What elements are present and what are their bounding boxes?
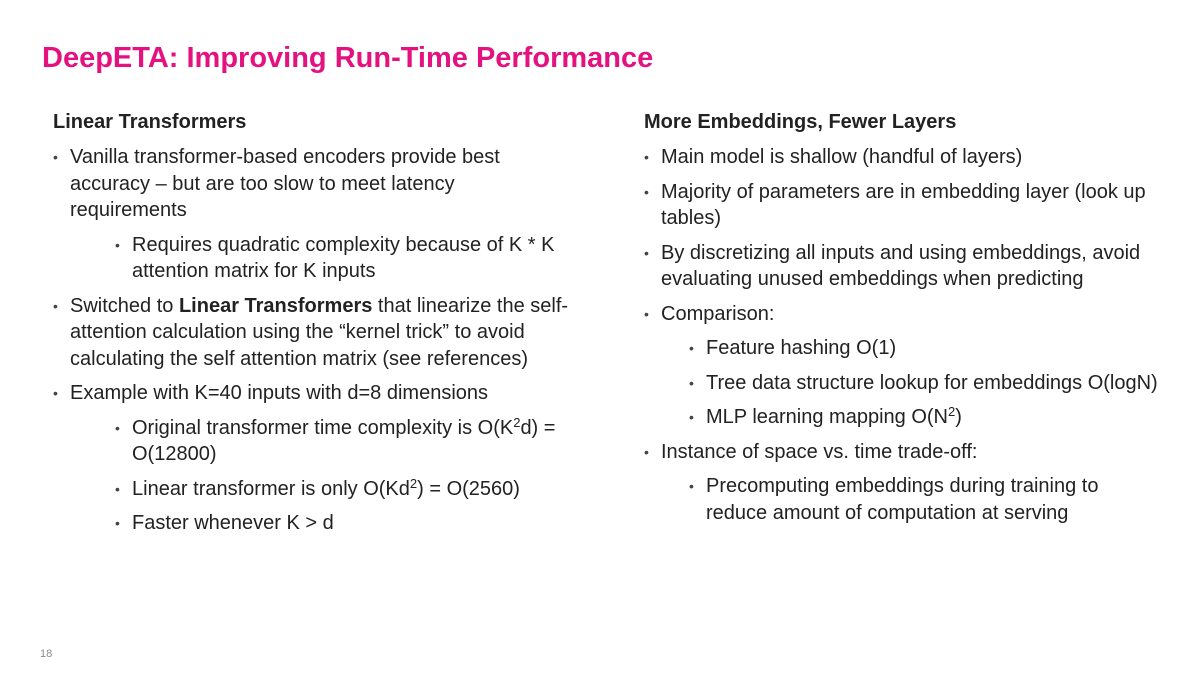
list-item: • Linear transformer is only O(Kd2) = O(…	[115, 476, 573, 503]
bullet-icon: •	[53, 149, 58, 165]
superscript: 2	[513, 414, 521, 430]
list-item: • Comparison:	[644, 301, 1164, 328]
list-item: • Vanilla transformer-based encoders pro…	[53, 144, 573, 224]
bullet-icon: •	[115, 515, 120, 531]
list-item: • Faster whenever K > d	[115, 510, 573, 537]
bullet-icon: •	[689, 374, 694, 391]
page-number: 18	[40, 648, 53, 660]
bullet-text-pre: Original transformer time complexity is …	[132, 416, 514, 439]
bullet-icon: •	[644, 183, 649, 200]
list-item: • Example with K=40 inputs with d=8 dime…	[53, 380, 573, 407]
bullet-text: Faster whenever K > d	[132, 512, 334, 534]
list-item: • Requires quadratic complexity because …	[115, 232, 573, 285]
bullet-text: Comparison:	[661, 302, 775, 325]
list-item: • Main model is shallow (handful of laye…	[644, 144, 1164, 171]
list-item: • By discretizing all inputs and using e…	[644, 240, 1164, 293]
left-heading: Linear Transformers	[53, 111, 247, 133]
bullet-text: Example with K=40 inputs with d=8 dimens…	[70, 382, 489, 404]
bullet-text: Requires quadratic complexity because of…	[132, 233, 555, 283]
superscript: 2	[409, 475, 418, 491]
bullet-text: Majority of parameters are in embedding …	[661, 180, 1146, 230]
left-bullet-list: • Vanilla transformer-based encoders pro…	[53, 144, 573, 537]
bullet-icon: •	[53, 297, 58, 314]
bullet-text-pre: Switched to	[70, 294, 179, 317]
bullet-icon: •	[644, 149, 649, 165]
bullet-icon: •	[689, 478, 694, 494]
superscript: 2	[947, 404, 956, 419]
bullet-icon: •	[644, 305, 649, 322]
slide-title: DeepETA: Improving Run-Time Performance	[42, 42, 654, 74]
bullet-text-post: d) = O(12800)	[132, 416, 556, 466]
bullet-icon: •	[115, 419, 120, 436]
list-item: • Precomputing embeddings during trainin…	[689, 473, 1164, 526]
bullet-text: Vanilla transformer-based encoders provi…	[70, 146, 500, 221]
list-item: • Majority of parameters are in embeddin…	[644, 179, 1164, 232]
right-bullet-list: • Main model is shallow (handful of laye…	[644, 144, 1164, 526]
bullet-icon: •	[644, 443, 649, 460]
bullet-text-pre: Linear transformer is only O(Kd	[132, 477, 410, 500]
bullet-text: Precomputing embeddings during training …	[706, 475, 1099, 524]
bullet-text: Tree data structure lookup for embedding…	[706, 371, 1158, 394]
bullet-text-post: )	[955, 406, 962, 428]
bullet-text: By discretizing all inputs and using emb…	[661, 241, 1141, 291]
bullet-icon: •	[115, 236, 120, 253]
list-item: • Original transformer time complexity i…	[115, 415, 573, 468]
bullet-icon: •	[689, 409, 694, 425]
bullet-text: Instance of space vs. time trade-off:	[661, 440, 978, 463]
list-item: • MLP learning mapping O(N2)	[689, 404, 1164, 431]
list-item: • Tree data structure lookup for embeddi…	[689, 370, 1164, 397]
bullet-text: Feature hashing O(1)	[706, 337, 897, 359]
bullet-text-pre: MLP learning mapping O(N	[706, 406, 948, 428]
bullet-text-post: that linearize the self-attention calcul…	[70, 294, 569, 370]
bullet-text-post: ) = O(2560)	[417, 477, 520, 500]
left-column: Linear Transformers • Vanilla transforme…	[53, 109, 573, 545]
bullet-text: Main model is shallow (handful of layers…	[661, 146, 1023, 168]
list-item: • Switched to Linear Transformers that l…	[53, 293, 573, 373]
list-item: • Feature hashing O(1)	[689, 335, 1164, 362]
bullet-icon: •	[644, 244, 649, 261]
bullet-icon: •	[53, 385, 58, 401]
bullet-icon: •	[115, 480, 120, 497]
right-heading: More Embeddings, Fewer Layers	[644, 111, 957, 133]
right-column: More Embeddings, Fewer Layers • Main mod…	[644, 109, 1164, 534]
list-item: • Instance of space vs. time trade-off:	[644, 439, 1164, 466]
bullet-icon: •	[689, 340, 694, 356]
bullet-text-bold: Linear Transformers	[178, 294, 373, 317]
